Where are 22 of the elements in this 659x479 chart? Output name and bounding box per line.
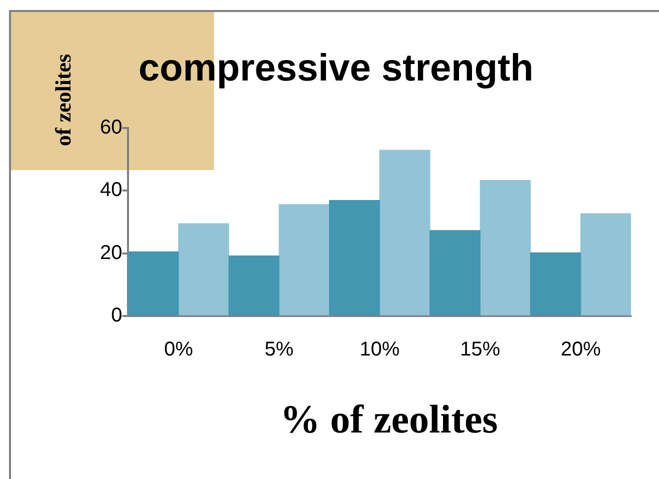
y-axis-title: of zeolites — [50, 53, 76, 146]
bar — [128, 251, 179, 316]
x-tick-label: 5% — [264, 338, 294, 361]
bar — [530, 252, 582, 316]
y-tick-label: 0 — [111, 304, 122, 327]
bar — [580, 213, 631, 316]
bar — [329, 200, 380, 316]
x-tick-label: 20% — [560, 338, 601, 361]
y-tick-label: 20 — [100, 242, 122, 264]
x-tick-label: 0% — [164, 338, 194, 361]
y-tick-label: 40 — [100, 179, 122, 202]
bar — [379, 150, 430, 316]
bar — [178, 223, 230, 316]
x-tick-label: 15% — [460, 338, 500, 361]
bar — [228, 256, 280, 316]
chart-title: compressive strength — [138, 47, 534, 90]
x-axis-title: % of zeolites — [280, 396, 498, 442]
y-tick-label: 60 — [100, 116, 122, 139]
x-tick-label: 10% — [360, 338, 400, 361]
bar — [480, 180, 531, 316]
bar — [278, 204, 330, 316]
bar — [430, 230, 481, 316]
